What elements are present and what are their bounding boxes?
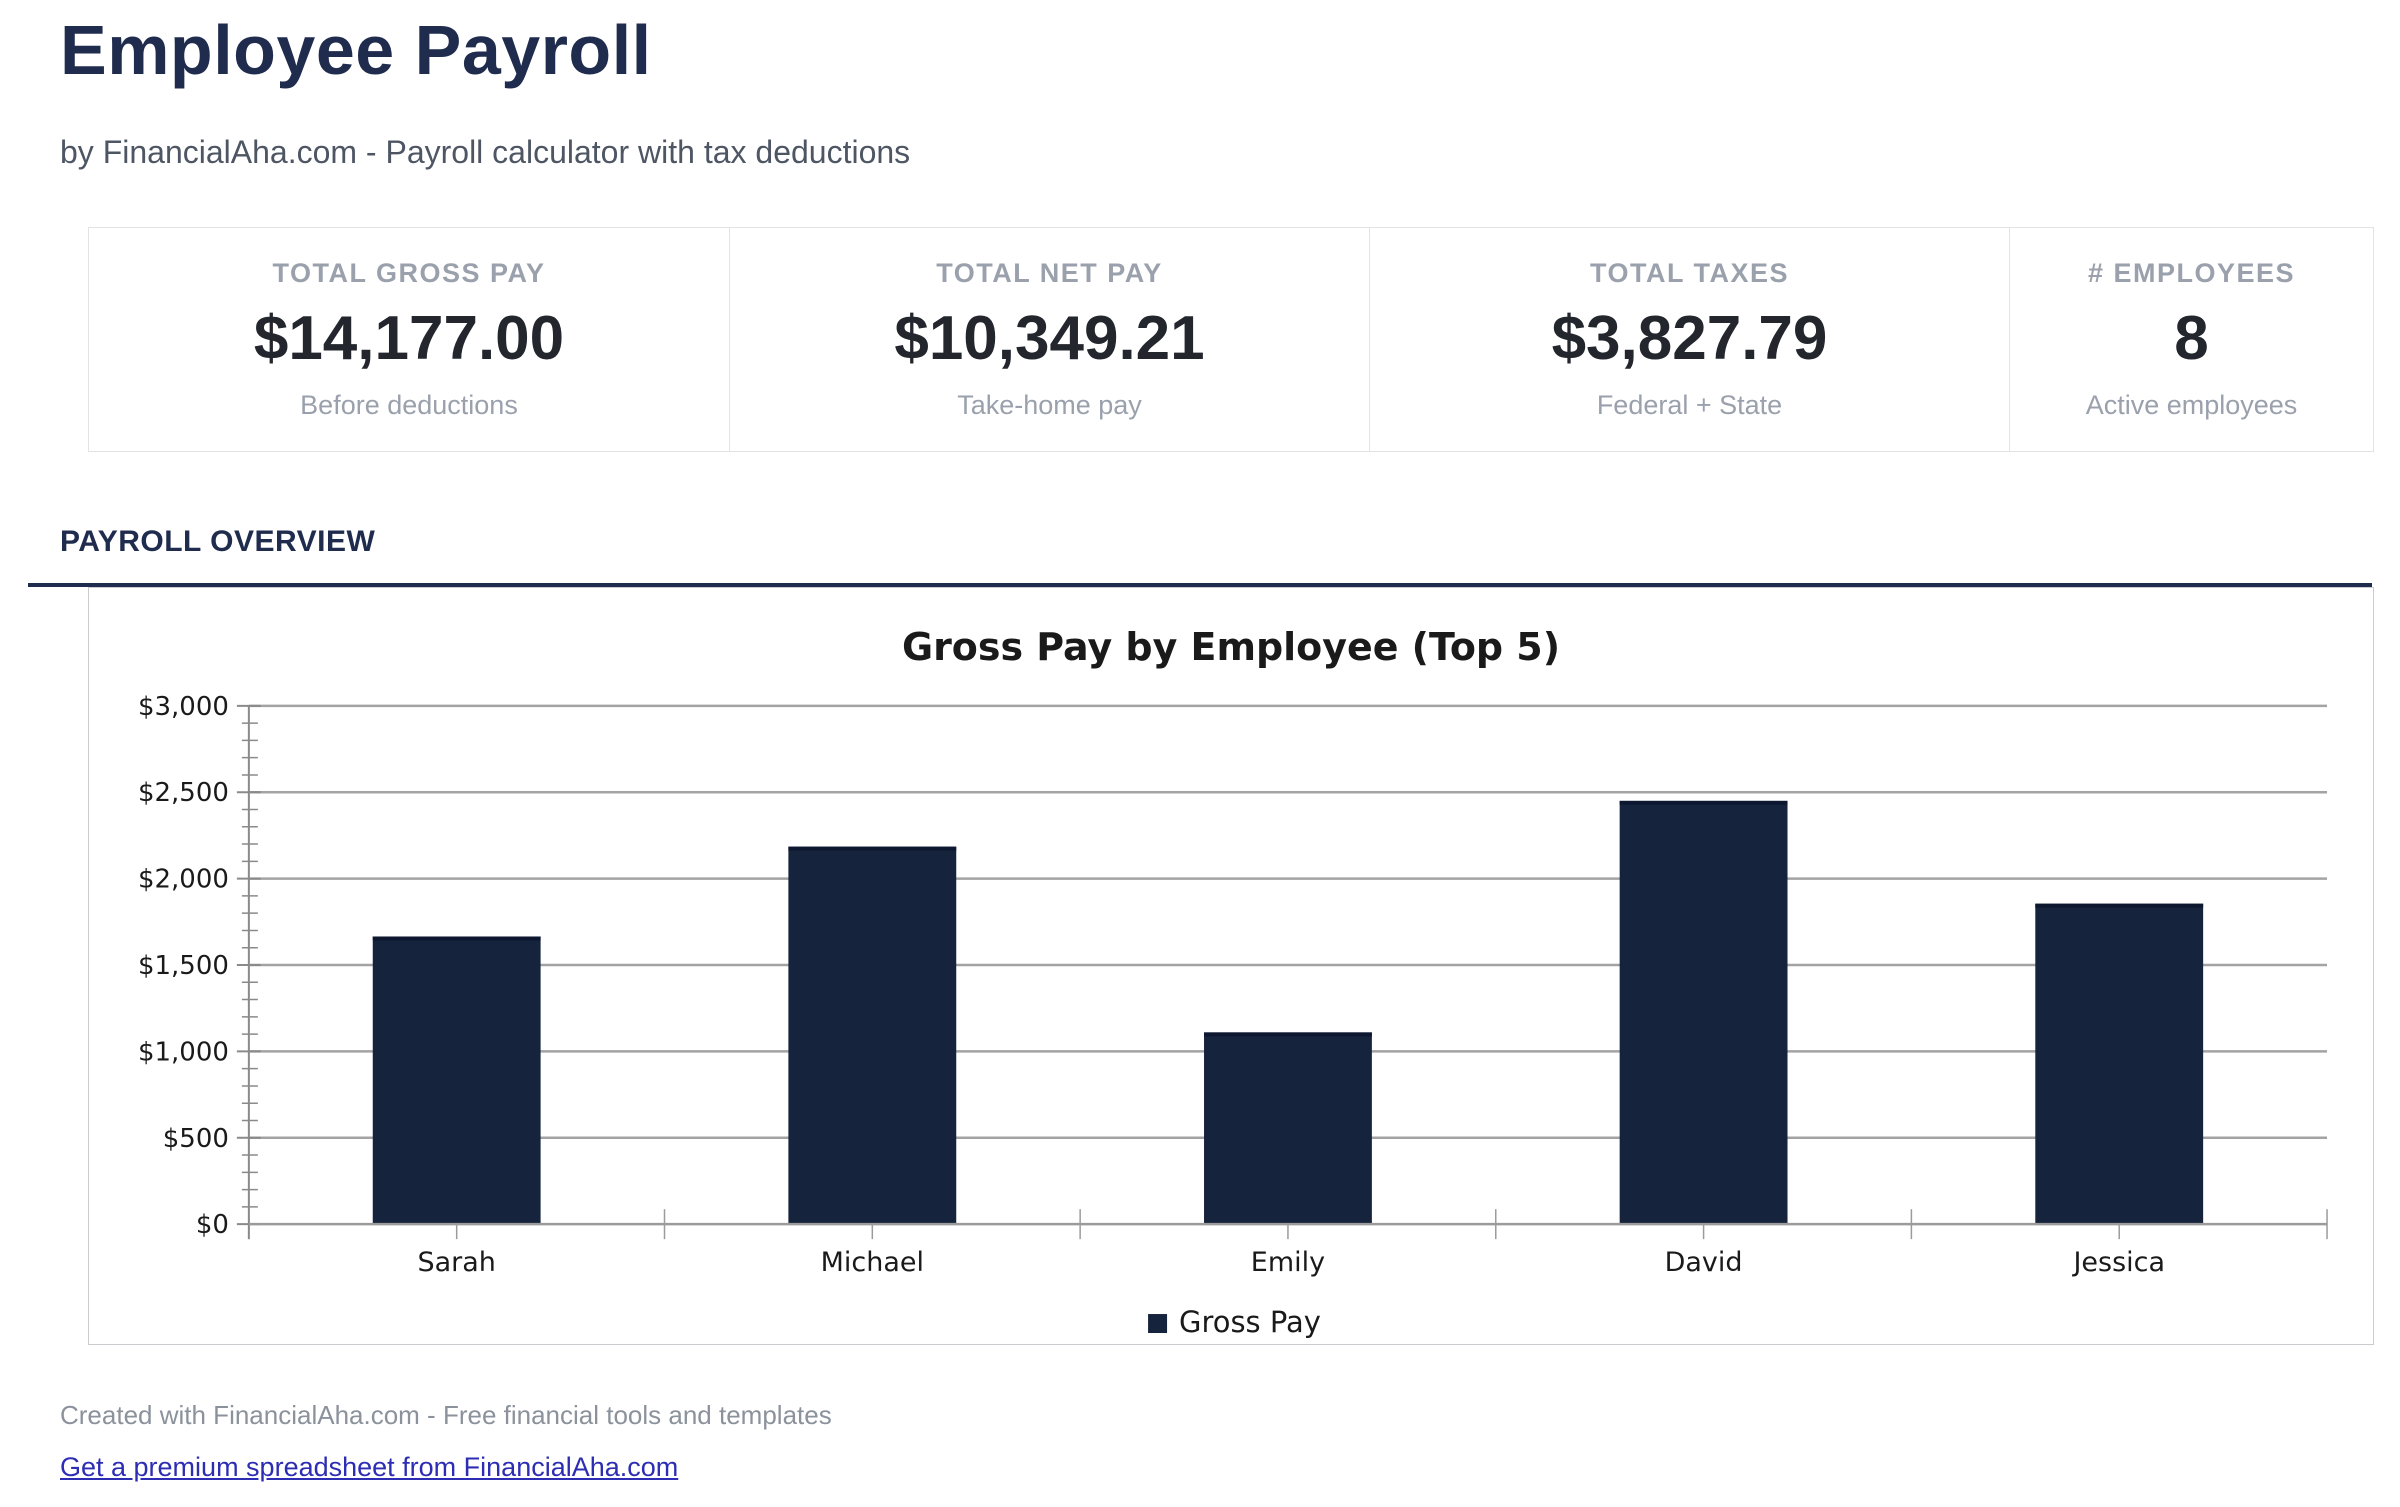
chart-title: Gross Pay by Employee (Top 5) [902, 625, 1560, 669]
x-category-label: David [1665, 1247, 1743, 1278]
bar-cap [788, 846, 957, 851]
y-tick-label: $2,000 [138, 865, 229, 895]
chart-panel: $0 $500 $1,000 $1,500 $2,000 $2,500 $3,000 Sara… [88, 587, 2374, 1345]
stat-value: $3,827.79 [1551, 304, 1828, 373]
stat-label: TOTAL GROSS PAY [272, 258, 546, 288]
legend-swatch [1148, 1314, 1168, 1334]
page-title: Employee Payroll [60, 11, 652, 89]
stat-value: 8 [2174, 304, 2209, 373]
bar-cap [2035, 903, 2204, 908]
page-subtitle: by FinancialAha.com - Payroll calculator… [60, 134, 911, 170]
stat-subtitle: Federal + State [1596, 390, 1783, 420]
x-category-label: Sarah [417, 1247, 495, 1278]
bar-david [1619, 800, 1788, 1225]
stat-label: TOTAL TAXES [1589, 258, 1789, 288]
x-category-label: Michael [821, 1247, 924, 1278]
y-tick-label: $3,000 [138, 692, 229, 722]
y-tick-label: $0 [196, 1210, 229, 1240]
stat-label: # EMPLOYEES [2087, 258, 2296, 288]
stat-card-gross-pay: TOTAL GROSS PAY $14,177.00 Before deduct… [89, 228, 729, 451]
y-tick-label: $1,000 [138, 1037, 229, 1067]
stat-subtitle: Take-home pay [957, 390, 1142, 420]
stat-card-employees: # EMPLOYEES 8 Active employees [2009, 228, 2373, 451]
stats-bar: TOTAL GROSS PAY $14,177.00 Before deduct… [88, 227, 2374, 452]
x-category-label: Jessica [2071, 1247, 2165, 1278]
y-tick-label: $1,500 [138, 951, 229, 981]
bar-cap [1619, 800, 1788, 805]
y-tick-label: $500 [163, 1124, 229, 1154]
stat-label: TOTAL NET PAY [936, 258, 1163, 288]
x-category-label: Emily [1251, 1247, 1325, 1278]
stat-card-taxes: TOTAL TAXES $3,827.79 Federal + State [1369, 228, 2009, 451]
y-tick-label: $2,500 [138, 778, 229, 808]
stat-subtitle: Active employees [2085, 390, 2298, 420]
stat-card-net-pay: TOTAL NET PAY $10,349.21 Take-home pay [729, 228, 1369, 451]
gross-pay-bar-chart: $0 $500 $1,000 $1,500 $2,000 $2,500 $3,000 Sara… [138, 625, 2328, 1339]
stat-subtitle: Before deductions [300, 390, 518, 420]
section-header: PAYROLL OVERVIEW [60, 525, 376, 558]
stat-value: $14,177.00 [253, 304, 565, 373]
bar-cap [1204, 1032, 1372, 1037]
section-divider [28, 583, 2372, 587]
bar-sarah [372, 936, 541, 1225]
premium-spreadsheet-link[interactable]: Get a premium spreadsheet from Financial… [60, 1452, 679, 1482]
bar-emily [1204, 1032, 1372, 1225]
footer-credit: Created with FinancialAha.com - Free fin… [60, 1400, 832, 1430]
bar-jessica [2035, 903, 2204, 1225]
bar-cap [372, 936, 541, 941]
stat-value: $10,349.21 [894, 304, 1205, 373]
bar-michael [788, 846, 957, 1225]
legend-label: Gross Pay [1179, 1305, 1321, 1339]
